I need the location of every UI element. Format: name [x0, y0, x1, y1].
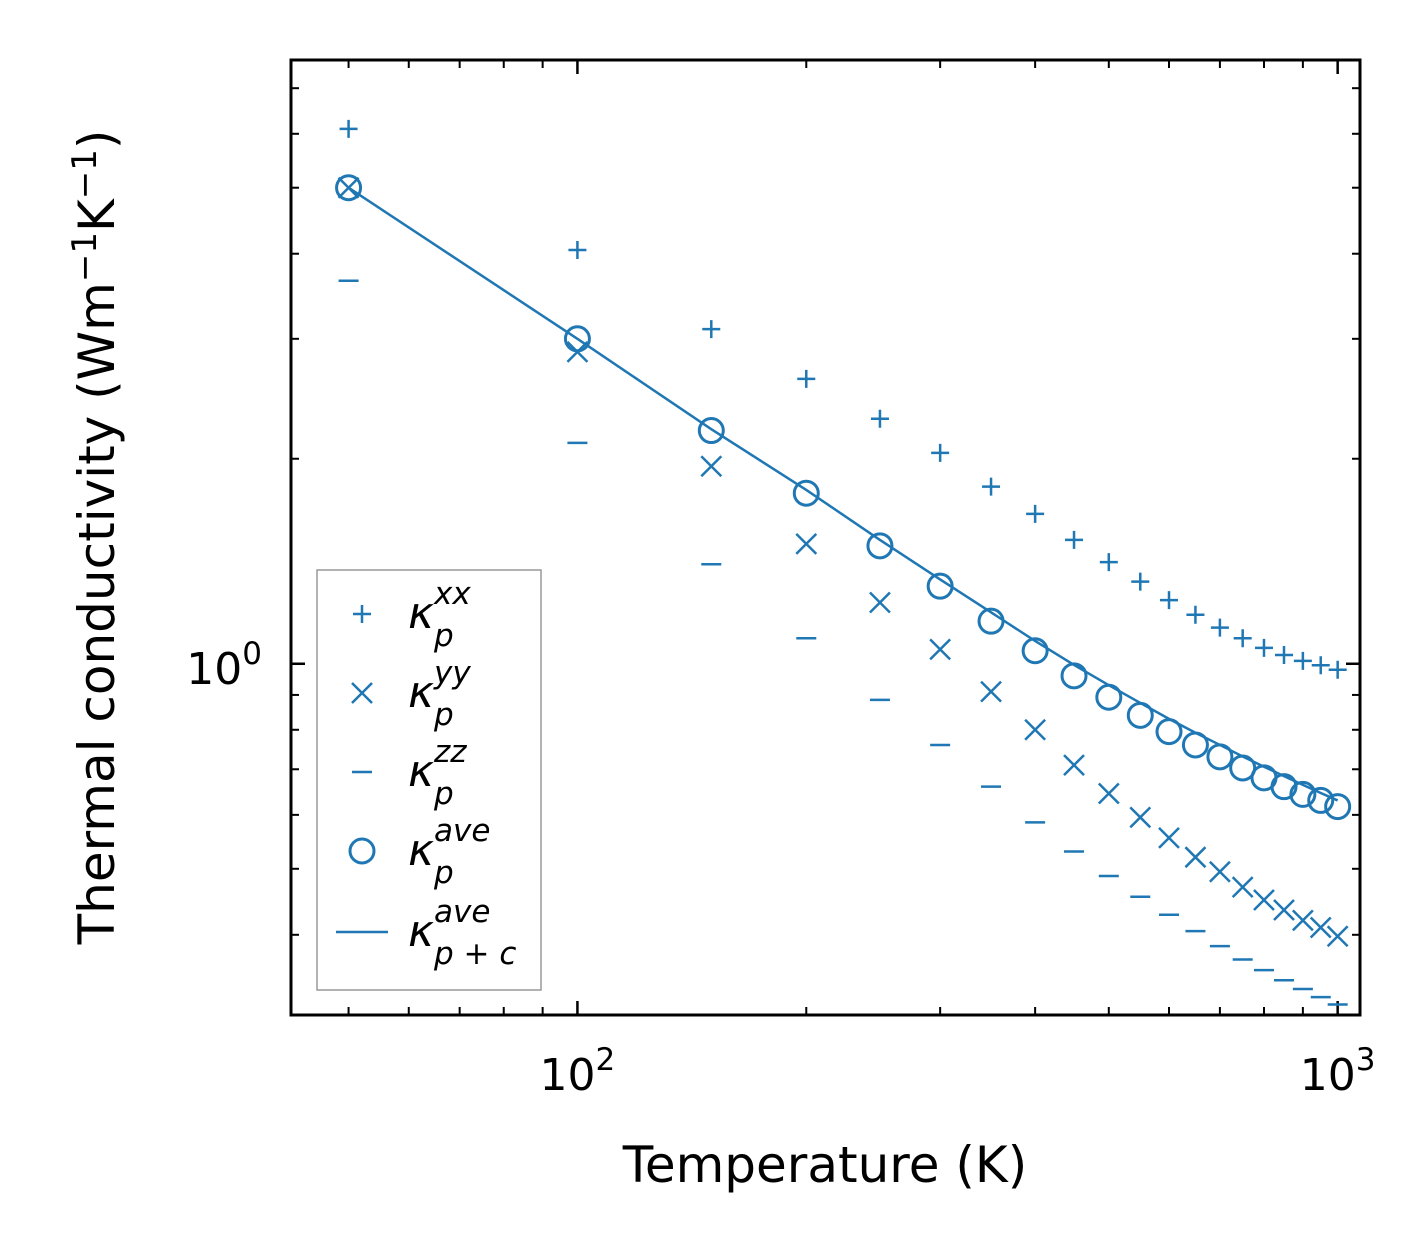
point-kappa_p_ave	[792, 479, 820, 507]
point-kappa_p_yy	[1063, 754, 1085, 776]
y-axis-label: Thermal conductivity (Wm−1K−1)	[65, 130, 126, 946]
point-kappa_p_ave	[563, 325, 591, 353]
point-kappa_p_ave	[1307, 786, 1335, 814]
legend-label-kappa_p_yy: κpyy	[408, 655, 471, 733]
plot-frame	[289, 58, 1362, 1017]
point-kappa_p_yy	[1158, 827, 1180, 849]
point-kappa_p_yy	[1231, 876, 1254, 898]
x-axis-label: Temperature (K)	[622, 1136, 1027, 1194]
series-kappa_pc_ave	[347, 186, 1339, 802]
legend-label-kappa_p_ave: κpave	[408, 813, 490, 891]
point-kappa_p_xx	[1311, 656, 1330, 675]
point-kappa_p_ave	[1021, 637, 1049, 665]
point-kappa_p_yy	[337, 176, 360, 199]
point-kappa_p_xx	[982, 477, 1001, 496]
point-kappa_p_yy	[980, 680, 1002, 703]
y-label-base: Thermal conductivity (Wm	[68, 282, 126, 945]
point-kappa_p_xx	[702, 320, 721, 339]
line-kappa_pc_ave	[347, 186, 1339, 802]
point-kappa_p_xx	[1186, 605, 1205, 624]
x-tick-label: 102	[540, 1042, 616, 1101]
point-kappa_p_xx	[870, 409, 889, 428]
point-kappa_p_xx	[931, 443, 950, 462]
point-kappa_p_xx	[1233, 629, 1252, 648]
point-kappa_p_ave	[1324, 793, 1352, 821]
point-kappa_p_ave	[866, 532, 894, 560]
point-kappa_p_xx	[1026, 504, 1045, 523]
point-kappa_p_xx	[1275, 646, 1293, 665]
series-kappa_p_yy	[337, 176, 1349, 948]
point-kappa_p_xx	[1293, 651, 1312, 670]
series-kappa_p_zz	[338, 279, 1348, 1006]
point-kappa_p_xx	[339, 119, 358, 138]
series-kappa_p_ave	[335, 174, 1352, 821]
legend-label-kappa_pc_ave: κp + cave	[408, 894, 516, 972]
point-kappa_p_xx	[1254, 638, 1273, 657]
point-kappa_p_xx	[1328, 660, 1347, 679]
point-kappa_p_yy	[929, 638, 952, 661]
point-kappa_p_yy	[869, 591, 891, 614]
tick-labels: 102 103 100	[186, 636, 1375, 1101]
legend-frame	[316, 569, 542, 991]
point-kappa_p_yy	[795, 532, 818, 555]
series-kappa_p_xx	[339, 119, 1347, 679]
legend-marker-kappa_p_ave	[348, 837, 376, 865]
point-kappa_p_xx	[1210, 618, 1229, 637]
legend-label-kappa_p_xx: κpxx	[408, 576, 471, 654]
point-kappa_p_yy	[1097, 782, 1120, 805]
point-kappa_p_yy	[1273, 899, 1295, 921]
point-kappa_p_yy	[1129, 806, 1152, 829]
point-kappa_p_ave	[1289, 780, 1317, 808]
y-label-exp2: −1	[65, 149, 105, 199]
point-kappa_p_ave	[1270, 773, 1298, 801]
y-label-exp1: −1	[65, 232, 105, 282]
legend-marker-kappa_p_yy	[351, 682, 373, 704]
x-tick-label: 103	[1300, 1042, 1376, 1101]
point-kappa_p_yy	[1024, 718, 1047, 741]
point-kappa_p_yy	[1253, 889, 1275, 911]
legend-label-kappa_p_zz: κpzz	[408, 734, 467, 812]
y-label-close: )	[68, 130, 126, 150]
point-kappa_p_xx	[1131, 572, 1150, 591]
point-kappa_p_xx	[797, 369, 816, 388]
y-label-mid: K	[68, 198, 126, 232]
point-kappa_p_ave	[697, 417, 725, 445]
point-kappa_p_xx	[1160, 591, 1178, 610]
y-tick-label: 100	[186, 636, 262, 695]
point-kappa_p_yy	[700, 455, 723, 478]
point-kappa_p_ave	[335, 174, 363, 202]
point-kappa_p_yy	[1184, 846, 1207, 869]
point-kappa_p_yy	[1326, 925, 1349, 948]
point-kappa_p_xx	[1065, 530, 1084, 549]
data-series	[335, 119, 1352, 1006]
point-kappa_p_yy	[1209, 860, 1231, 883]
point-kappa_p_xx	[568, 241, 587, 260]
point-kappa_p_yy	[1309, 916, 1332, 939]
point-kappa_p_xx	[1099, 553, 1118, 572]
legend-marker-kappa_p_xx	[353, 605, 371, 623]
point-kappa_p_yy	[1291, 909, 1314, 932]
